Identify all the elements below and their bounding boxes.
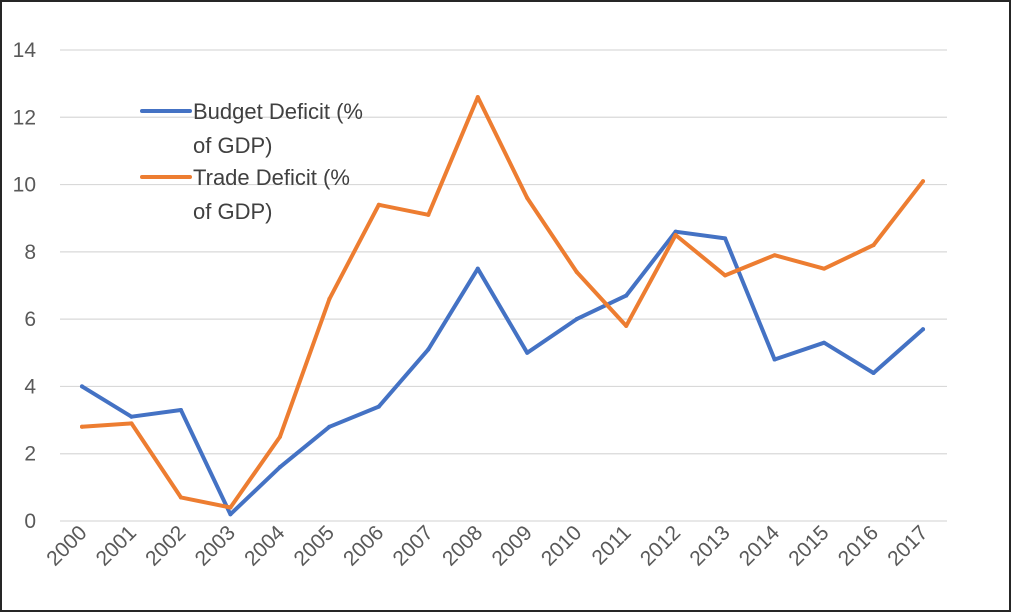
y-tick-label-2: 2 [24,443,36,466]
data-point-1-2013 [723,236,728,241]
data-point-2-2002 [178,495,183,500]
data-point-1-2015 [822,340,827,345]
x-tick-label-2014: 2014 [735,521,785,571]
legend-label-2-line-2: of GDP) [193,199,272,224]
data-point-1-2001 [129,414,134,419]
gridlines [60,49,947,522]
x-tick-label-2010: 2010 [537,521,586,570]
legend-label-1-line-1: Budget Deficit (% [193,99,363,124]
x-tick-label-2005: 2005 [290,521,339,570]
y-axis-tick-labels: 0 2 4 6 8 10 12 14 [13,39,37,533]
data-point-1-2002 [178,407,183,412]
series-line-1 [80,229,925,517]
data-point-1-2008 [475,266,480,271]
data-point-1-2016 [871,370,876,375]
x-tick-label-2004: 2004 [240,521,290,571]
x-tick-label-2002: 2002 [141,521,190,570]
data-point-2-2001 [129,421,134,426]
data-point-2-2010 [574,270,579,275]
data-point-2-2016 [871,243,876,248]
data-point-1-2014 [772,357,777,362]
series-lines [80,95,925,517]
y-tick-label-12: 12 [13,106,36,129]
data-point-2-2007 [426,212,431,217]
y-tick-label-14: 14 [13,39,37,62]
data-point-2-2008 [475,95,480,100]
series-line-2 [80,95,925,510]
data-point-1-2005 [327,424,332,429]
legend-entry-2: Trade Deficit (% of GDP) [140,165,350,224]
data-point-2-2014 [772,253,777,258]
data-point-1-2000 [80,384,84,389]
x-tick-label-2009: 2009 [487,521,536,570]
x-tick-label-2006: 2006 [339,521,388,570]
legend: Budget Deficit (%of GDP)Trade Deficit (%… [140,99,363,224]
x-axis-tick-labels: 2000 2001 2002 2003 2004 2005 2006 2007 2008 2009… [42,521,932,571]
legend-label-2-line-1: Trade Deficit (% [193,165,350,190]
y-tick-label-8: 8 [24,241,36,264]
data-point-2-2000 [80,424,84,429]
y-tick-label-10: 10 [13,174,36,197]
x-tick-label-2013: 2013 [685,521,734,570]
x-tick-label-2001: 2001 [92,521,141,570]
data-point-2-2004 [277,434,282,439]
data-point-2-2017 [921,179,925,184]
x-tick-label-2017: 2017 [883,521,932,570]
data-point-2-2015 [822,266,827,271]
x-tick-label-2011: 2011 [588,521,636,569]
x-tick-label-2012: 2012 [636,521,685,570]
data-point-1-2003 [228,512,233,517]
x-tick-label-2000: 2000 [42,521,91,570]
legend-entry-1: Budget Deficit (% of GDP) [140,99,363,158]
data-point-2-2012 [673,233,678,238]
y-tick-label-0: 0 [24,510,36,533]
series-1 [80,229,925,517]
data-point-2-2011 [624,323,629,328]
data-point-1-2017 [921,327,925,332]
x-tick-label-2007: 2007 [389,521,438,570]
data-point-1-2004 [277,465,282,470]
x-tick-label-2003: 2003 [191,521,240,570]
legend-label-1-line-2: of GDP) [193,133,272,158]
x-tick-label-2008: 2008 [438,521,487,570]
data-point-2-2005 [327,296,332,301]
data-point-1-2012 [673,229,678,234]
y-tick-label-6: 6 [24,308,36,331]
data-point-2-2006 [376,202,381,207]
data-point-1-2010 [574,317,579,322]
series-2 [80,95,925,510]
x-tick-label-2015: 2015 [784,521,833,570]
data-point-2-2013 [723,273,728,278]
data-point-2-2003 [228,505,233,510]
x-tick-label-2016: 2016 [834,521,883,570]
data-point-2-2009 [525,196,530,201]
data-point-1-2006 [376,404,381,409]
data-point-1-2011 [624,293,629,298]
y-tick-label-4: 4 [24,375,36,398]
data-point-1-2009 [525,350,530,355]
data-point-1-2007 [426,347,431,352]
